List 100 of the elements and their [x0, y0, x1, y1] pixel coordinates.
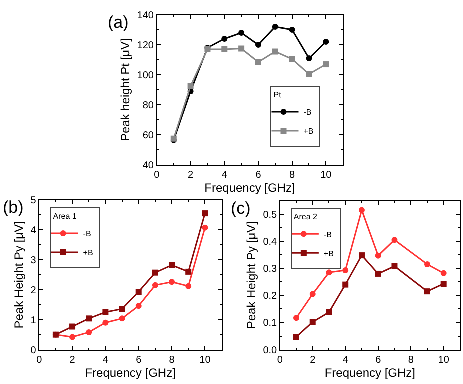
y-axis-title: Peak Height Py [μV] [244, 222, 259, 330]
y-tick-label: 100 [137, 70, 154, 82]
point [424, 261, 430, 268]
point [119, 306, 126, 312]
point [323, 39, 330, 46]
legend-title: Area 2 [294, 212, 318, 222]
point [440, 280, 447, 287]
x-tick-label: 2 [188, 170, 194, 182]
y-tick-label: 0.0 [263, 345, 278, 356]
point [392, 263, 398, 270]
x-tick-label: 2 [70, 354, 76, 366]
point [272, 48, 278, 55]
point [202, 224, 208, 231]
point [222, 46, 228, 53]
x-axis-title: Frequency [GHz] [204, 181, 296, 196]
y-tick-label: 140 [137, 10, 154, 22]
legend-label: +B [83, 248, 94, 258]
y-tick-label: 0.4 [263, 236, 278, 248]
point [169, 279, 176, 286]
y-tick-label: 80 [142, 100, 154, 112]
y-tick-label: 0.1 [263, 318, 278, 330]
point [70, 334, 76, 340]
legend-title: Pt [274, 90, 282, 100]
point [293, 334, 300, 340]
x-tick-label: 10 [200, 354, 212, 366]
legend-label: -B [304, 108, 312, 118]
point [326, 270, 332, 276]
point [86, 316, 92, 322]
point [272, 24, 278, 30]
y-axis-title: Peak height Pt [μV] [118, 38, 133, 142]
x-tick-label: 4 [102, 354, 109, 366]
x-axis-title: Frequency [GHz] [324, 366, 416, 380]
x-tick-label: 10 [438, 354, 450, 366]
point [323, 62, 330, 68]
point [119, 316, 126, 322]
y-tick-label: 0.2 [263, 291, 278, 302]
point [255, 42, 262, 48]
point [186, 268, 192, 275]
x-tick-label: 4 [342, 354, 349, 366]
y-tick-label: 60 [142, 130, 154, 142]
legend-label: +B [324, 249, 334, 258]
y-tick-label: 0.3 [263, 264, 278, 276]
y-tick-label: 0 [30, 345, 37, 356]
point [222, 36, 228, 42]
point [86, 329, 92, 336]
y-axis-title: Peak Height Py [μV] [12, 221, 26, 329]
x-tick-label: 6 [136, 354, 142, 366]
legend-label: -B [324, 230, 332, 240]
text: (a) [108, 13, 129, 32]
point [202, 210, 208, 217]
y-tick-label: 1 [30, 315, 37, 326]
point [289, 26, 296, 33]
x-tick-label: 8 [408, 354, 414, 366]
point [392, 237, 398, 244]
text: (b) [3, 198, 24, 217]
y-tick-label: 2 [30, 285, 37, 296]
point [255, 59, 262, 66]
point [342, 282, 349, 288]
legend-title: Area 1 [53, 212, 78, 221]
point [306, 56, 312, 62]
y-tick-label: 4 [30, 226, 37, 237]
point [136, 289, 142, 296]
x-tick-label: 8 [169, 354, 176, 366]
y-tick-label: 120 [137, 40, 154, 52]
x-tick-label: 6 [256, 170, 262, 182]
y-tick-label: 5 [30, 196, 37, 207]
point [440, 270, 447, 276]
point [326, 309, 332, 316]
legend-label: -B [83, 230, 92, 239]
y-tick-label: 0.5 [263, 210, 278, 221]
point [375, 252, 382, 259]
point [375, 270, 382, 277]
x-tick-label: 10 [320, 170, 332, 182]
point [188, 83, 194, 90]
point [136, 303, 142, 310]
x-tick-label: 4 [222, 170, 228, 182]
x-tick-label: 8 [290, 170, 296, 182]
point [310, 291, 316, 298]
point [152, 270, 158, 276]
point [293, 315, 300, 322]
point [238, 30, 245, 36]
y-tick-label: 3 [30, 255, 37, 266]
x-axis-title: Frequency [GHz] [85, 366, 176, 380]
point [152, 282, 158, 288]
point [342, 267, 349, 274]
text: (c) [231, 199, 251, 218]
point [310, 319, 316, 326]
point [289, 56, 296, 62]
x-tick-label: 2 [310, 354, 316, 366]
point [186, 283, 192, 290]
legend-label: +B [304, 127, 314, 136]
x-tick-label: 6 [376, 354, 382, 366]
y-tick-label: 40 [142, 160, 154, 172]
point [169, 262, 176, 268]
point [238, 46, 245, 52]
point [424, 288, 430, 295]
point [102, 320, 109, 326]
point [358, 207, 365, 214]
point [102, 309, 109, 316]
point [70, 324, 76, 330]
